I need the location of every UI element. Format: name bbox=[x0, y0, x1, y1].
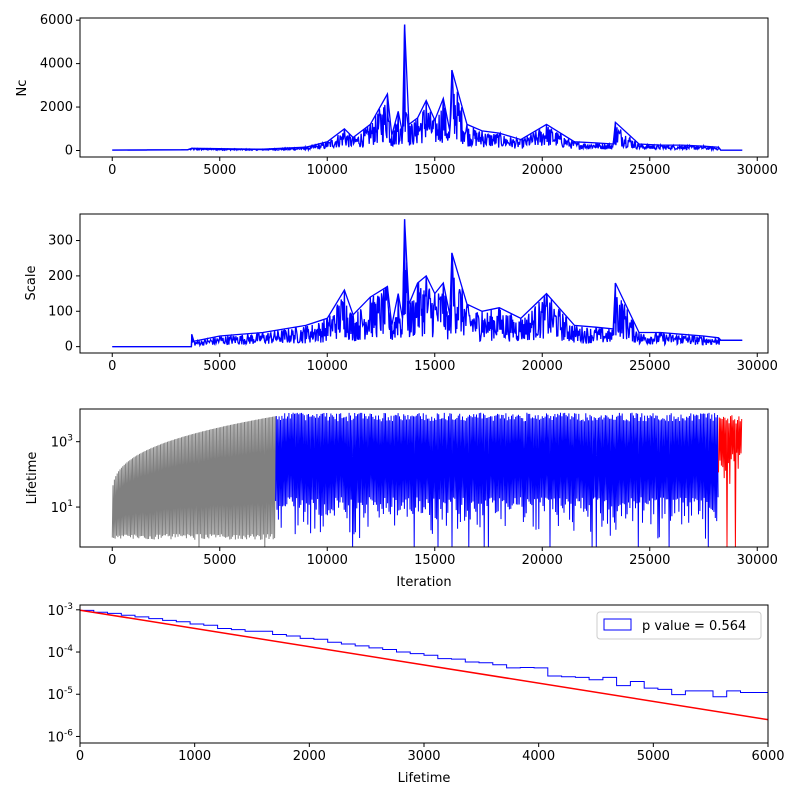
y-tick-label: 6000 bbox=[40, 13, 73, 28]
y-tick-label: 0 bbox=[65, 340, 73, 355]
histogram-series bbox=[80, 609, 768, 743]
series-line bbox=[112, 219, 743, 348]
x-tick-label: 5000 bbox=[203, 163, 236, 178]
y-tick-label: 10-4 bbox=[47, 644, 73, 661]
x-tick-label: 20000 bbox=[522, 553, 563, 568]
panel-histogram: 0 1000 2000 3000 4000 5000 6000 10-310-410-510… bbox=[47, 602, 785, 786]
x-tick-label: 10000 bbox=[307, 553, 348, 568]
x-tick-label: 1000 bbox=[178, 749, 211, 764]
x-tick-label: 6000 bbox=[751, 749, 784, 764]
histogram-plot-frame bbox=[79, 604, 769, 744]
nc-y-axis-label: Nc bbox=[15, 80, 30, 97]
x-tick-label: 0 bbox=[76, 749, 84, 764]
x-tick-label: 5000 bbox=[203, 359, 236, 374]
x-tick-label: 10000 bbox=[307, 359, 348, 374]
y-tick-label: 10-5 bbox=[47, 686, 73, 703]
lifetime-series-1 bbox=[275, 412, 719, 547]
legend-label: p value = 0.564 bbox=[642, 619, 746, 634]
legend-box bbox=[596, 611, 762, 640]
series-peaks bbox=[112, 24, 743, 151]
y-tick-label: 200 bbox=[48, 269, 73, 284]
lifetime-x-ticks: 0 5000 10000 15000 20000 25000 30000 bbox=[108, 547, 778, 568]
histogram-x-axis-label: Lifetime bbox=[398, 771, 451, 786]
iteration-x-axis-label: Iteration bbox=[396, 575, 451, 590]
histogram-y-ticks: 10-3 10-4 10-5 10-6 bbox=[47, 602, 80, 745]
y-tick-label: 100 bbox=[48, 304, 73, 319]
nc-series bbox=[112, 24, 743, 153]
scale-x-ticks: 0 5000 10000 15000 20000 25000 30000 bbox=[108, 353, 778, 374]
y-tick-label: 10-3 bbox=[47, 602, 73, 619]
panel-lifetime: 0 5000 10000 15000 20000 25000 30000 101 103 Li… bbox=[25, 408, 778, 590]
y-tick-label: 2000 bbox=[40, 100, 73, 115]
y-tick-label: 103 bbox=[51, 434, 73, 451]
lifetime-series-2 bbox=[718, 415, 743, 547]
x-tick-label: 30000 bbox=[737, 553, 778, 568]
y-tick-label: 0 bbox=[65, 143, 73, 158]
y-tick-label: 10-6 bbox=[47, 728, 73, 745]
x-tick-label: 20000 bbox=[522, 359, 563, 374]
series-line bbox=[112, 24, 743, 153]
lifetime-y-axis-label: Lifetime bbox=[25, 452, 40, 505]
x-tick-label: 15000 bbox=[414, 553, 455, 568]
y-tick-label: 101 bbox=[51, 499, 73, 516]
x-tick-label: 20000 bbox=[522, 163, 563, 178]
panel-scale: 0 5000 10000 15000 20000 25000 30000 0 100 200 30… bbox=[24, 213, 778, 374]
x-tick-label: 10000 bbox=[307, 163, 348, 178]
nc-y-ticks: 0 2000 4000 6000 bbox=[40, 13, 80, 158]
lifetime-y-ticks: 101 103 bbox=[51, 434, 80, 516]
nc-x-ticks: 0 5000 10000 15000 20000 25000 30000 bbox=[108, 157, 778, 178]
scale-series bbox=[112, 219, 743, 348]
x-tick-label: 4000 bbox=[522, 749, 555, 764]
scale-y-ticks: 0 100 200 300 bbox=[48, 234, 80, 355]
lifetime-plot-frame bbox=[79, 408, 769, 548]
x-tick-label: 5000 bbox=[637, 749, 670, 764]
x-tick-label: 25000 bbox=[629, 163, 670, 178]
x-tick-label: 0 bbox=[108, 359, 116, 374]
x-tick-label: 0 bbox=[108, 553, 116, 568]
x-tick-label: 25000 bbox=[629, 359, 670, 374]
panel-nc: 0 5000 10000 15000 20000 25000 30000 0 2000 4000… bbox=[15, 13, 778, 178]
y-tick-label: 300 bbox=[48, 234, 73, 249]
x-tick-label: 3000 bbox=[407, 749, 440, 764]
scale-plot-frame bbox=[79, 213, 769, 354]
x-tick-label: 5000 bbox=[203, 553, 236, 568]
lifetime-series bbox=[111, 412, 743, 547]
x-tick-label: 0 bbox=[108, 163, 116, 178]
x-tick-label: 30000 bbox=[737, 163, 778, 178]
x-tick-label: 15000 bbox=[414, 163, 455, 178]
legend-swatch bbox=[603, 618, 632, 631]
y-tick-label: 4000 bbox=[40, 57, 73, 72]
fit-line bbox=[80, 609, 768, 721]
legend: p value = 0.564 bbox=[596, 611, 762, 640]
lifetime-series-0 bbox=[111, 416, 276, 547]
histogram-step bbox=[80, 609, 768, 743]
series-peaks bbox=[112, 219, 743, 348]
x-tick-label: 15000 bbox=[414, 359, 455, 374]
scale-y-axis-label: Scale bbox=[24, 266, 39, 301]
x-tick-label: 30000 bbox=[737, 359, 778, 374]
nc-plot-frame bbox=[79, 17, 769, 158]
x-tick-label: 25000 bbox=[629, 553, 670, 568]
x-tick-label: 2000 bbox=[293, 749, 326, 764]
histogram-x-ticks: 0 1000 2000 3000 4000 5000 6000 bbox=[76, 743, 785, 764]
